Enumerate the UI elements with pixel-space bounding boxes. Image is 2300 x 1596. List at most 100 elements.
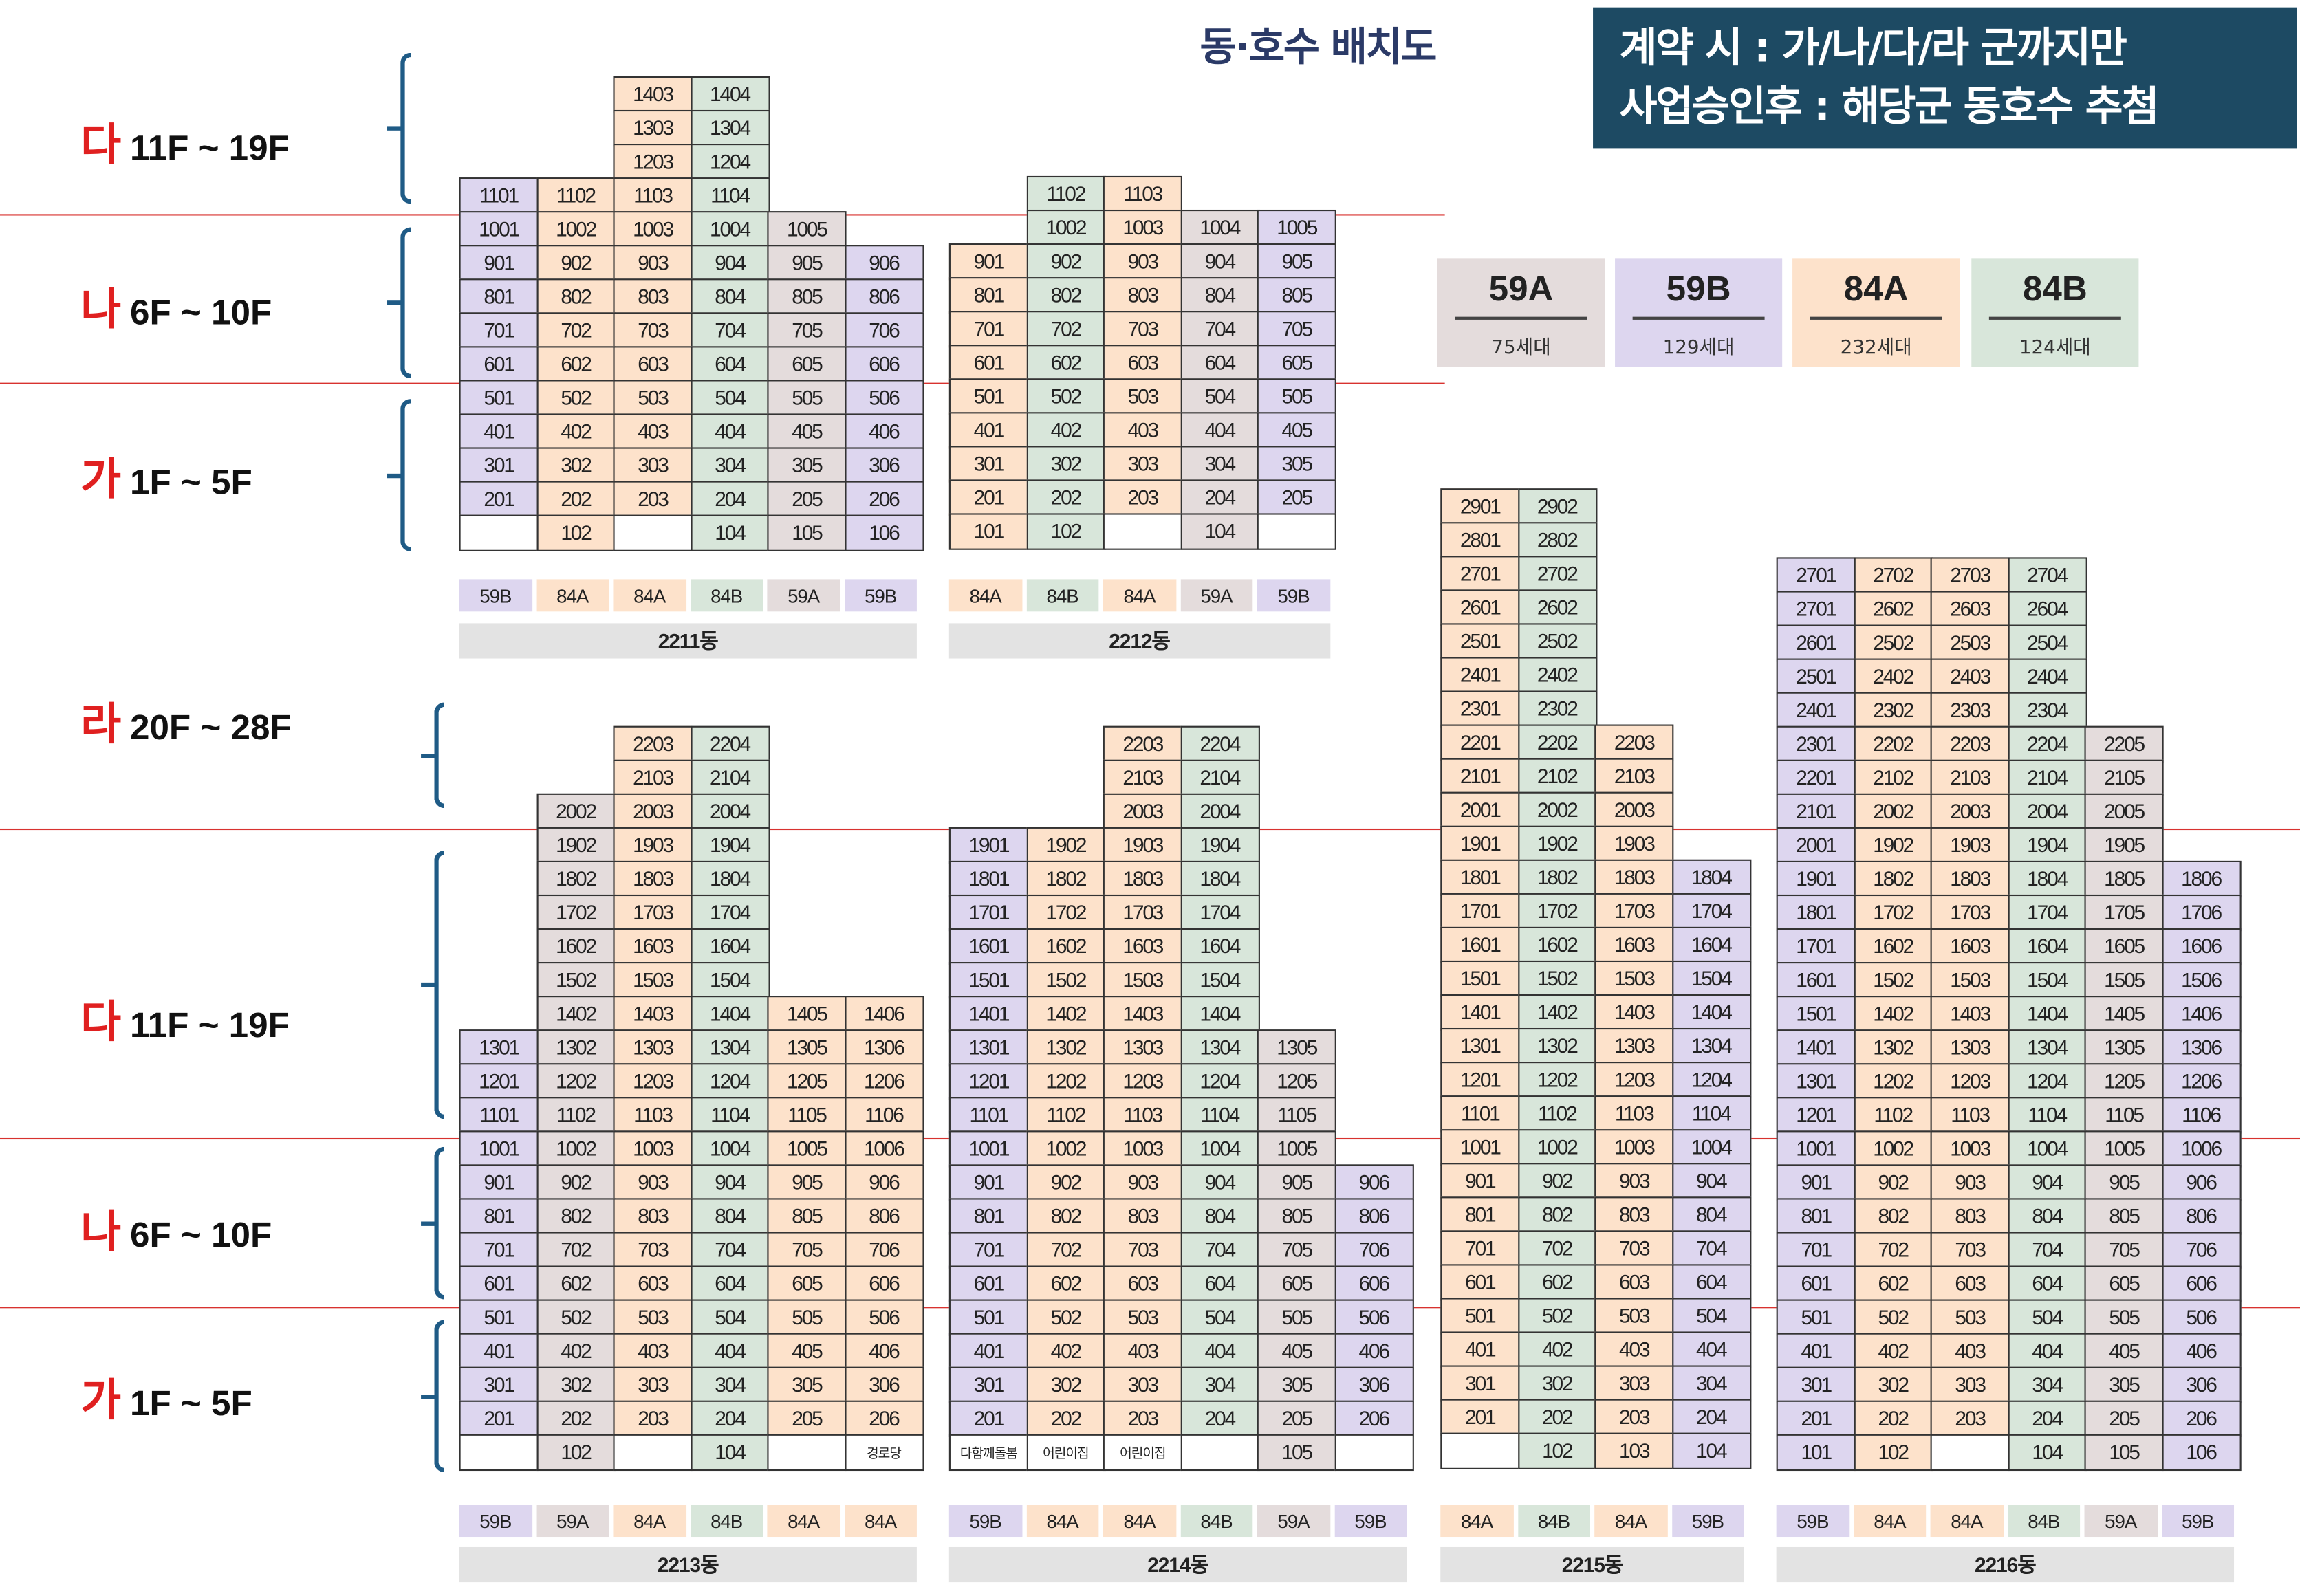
unit-cell: 1504 bbox=[690, 962, 770, 998]
unit-cell: 1702 bbox=[1853, 894, 1933, 931]
unit-cell: 302 bbox=[1026, 1366, 1105, 1403]
unit-type-tag: 59B bbox=[2161, 1505, 2235, 1538]
unit-cell: 304 bbox=[690, 447, 770, 483]
unit-cell: 304 bbox=[1180, 1366, 1259, 1403]
unit-cell: 1502 bbox=[1853, 962, 1933, 998]
unit-cell: 303 bbox=[1930, 1366, 2010, 1403]
unit-cell: 302 bbox=[1517, 1365, 1597, 1401]
unit-cell: 1601 bbox=[1440, 926, 1520, 963]
unit-cell: 1803 bbox=[1594, 859, 1674, 895]
unit-cell: 306 bbox=[1334, 1366, 1413, 1403]
unit-type-tag: 84A bbox=[613, 1505, 686, 1538]
unit-cell: 1603 bbox=[1930, 928, 2010, 965]
unit-cell bbox=[1930, 1434, 2010, 1470]
unit-cell: 305 bbox=[2084, 1366, 2164, 1403]
unit-cell: 2104 bbox=[2007, 759, 2087, 796]
legend-59a: 59A 75세대 bbox=[1437, 258, 1605, 367]
unit-cell: 1002 bbox=[536, 1130, 616, 1167]
unit-cell: 2402 bbox=[1853, 658, 1933, 695]
unit-cell: 102 bbox=[536, 514, 616, 551]
unit-cell: 1902 bbox=[1026, 827, 1105, 864]
unit-cell: 404 bbox=[1180, 1333, 1259, 1369]
unit-cell: 606 bbox=[844, 346, 924, 382]
unit-cell: 203 bbox=[613, 481, 693, 517]
unit-cell: 903 bbox=[1594, 1163, 1674, 1199]
unit-cell: 1006 bbox=[844, 1130, 924, 1167]
unit-type-tag: 59A bbox=[1180, 579, 1253, 612]
unit-cell: 1304 bbox=[1671, 1027, 1751, 1064]
unit-cell: 2301 bbox=[1440, 690, 1520, 727]
unit-type-tag: 59B bbox=[1334, 1505, 1407, 1538]
unit-type-tag: 59A bbox=[767, 579, 840, 612]
unit-cell: 602 bbox=[1026, 1265, 1105, 1302]
unit-cell: 905 bbox=[2084, 1164, 2164, 1201]
unit-cell: 1001 bbox=[459, 1130, 539, 1167]
unit-cell: 705 bbox=[2084, 1232, 2164, 1268]
unit-cell: 803 bbox=[1930, 1198, 2010, 1234]
unit-cell: 301 bbox=[459, 1366, 539, 1403]
unit-type-tag: 59A bbox=[1257, 1505, 1330, 1538]
legend-84b: 84B 124세대 bbox=[1971, 258, 2139, 367]
unit-cell: 501 bbox=[459, 1299, 539, 1335]
unit-cell: 703 bbox=[1103, 311, 1182, 347]
unit-type-tag: 59B bbox=[844, 579, 917, 612]
unit-cell: 2501 bbox=[1776, 658, 1856, 695]
unit-cell: 204 bbox=[1180, 1400, 1259, 1436]
unit-cell: 1201 bbox=[1776, 1097, 1856, 1133]
unit-cell: 1105 bbox=[767, 1097, 847, 1133]
unit-cell: 1105 bbox=[1257, 1097, 1336, 1133]
unit-cell: 1606 bbox=[2161, 928, 2241, 965]
unit-cell: 305 bbox=[1257, 446, 1336, 482]
unit-cell: 2203 bbox=[1930, 725, 2010, 762]
unit-cell: 2202 bbox=[1853, 725, 1933, 762]
unit-cell: 1202 bbox=[1853, 1063, 1933, 1100]
unit-cell: 403 bbox=[613, 413, 693, 450]
unit-cell: 1701 bbox=[1440, 893, 1520, 930]
unit-cell: 2004 bbox=[690, 793, 770, 830]
unit-cell: 1102 bbox=[536, 177, 616, 214]
unit-cell: 901 bbox=[948, 243, 1028, 280]
unit-cell: 1301 bbox=[1776, 1063, 1856, 1100]
unit-cell: 1003 bbox=[613, 1130, 693, 1167]
unit-cell: 1204 bbox=[1671, 1062, 1751, 1098]
unit-cell: 1404 bbox=[1180, 996, 1259, 1032]
zone-group: 가 bbox=[80, 455, 122, 506]
unit-cell: 2601 bbox=[1776, 624, 1856, 661]
unit-cell: 304 bbox=[1671, 1365, 1751, 1401]
unit-cell: 1002 bbox=[1026, 209, 1105, 246]
unit-cell: 1301 bbox=[459, 1029, 539, 1066]
unit-cell: 1904 bbox=[690, 827, 770, 864]
legend-divider bbox=[1988, 316, 2121, 320]
unit-cell: 1503 bbox=[1594, 960, 1674, 997]
unit-cell: 1205 bbox=[1257, 1063, 1336, 1100]
zone-brace bbox=[421, 850, 445, 1119]
unit-cell: 2002 bbox=[1517, 791, 1597, 828]
unit-cell: 1705 bbox=[2084, 894, 2164, 931]
unit-cell: 1802 bbox=[536, 860, 616, 897]
unit-cell: 701 bbox=[1440, 1230, 1520, 1267]
unit-cell: 1504 bbox=[2007, 962, 2087, 998]
unit-cell: 502 bbox=[1026, 1299, 1105, 1335]
unit-cell: 1803 bbox=[1930, 860, 2010, 897]
unit-cell: 502 bbox=[536, 380, 616, 416]
unit-cell: 705 bbox=[767, 1232, 847, 1268]
zone-group: 나 bbox=[80, 1207, 122, 1258]
unit-cell: 904 bbox=[1180, 1164, 1259, 1201]
legend-divider bbox=[1455, 316, 1587, 320]
unit-cell: 302 bbox=[1026, 446, 1105, 482]
unit-cell: 1406 bbox=[2161, 996, 2241, 1032]
unit-cell: 1103 bbox=[1103, 175, 1182, 212]
unit-cell: 2604 bbox=[2007, 591, 2087, 627]
unit-cell: 1405 bbox=[2084, 996, 2164, 1032]
unit-cell: 705 bbox=[767, 312, 847, 349]
unit-cell: 701 bbox=[459, 312, 539, 349]
unit-cell: 306 bbox=[844, 1366, 924, 1403]
unit-cell: 1103 bbox=[1594, 1095, 1674, 1132]
unit-type-tag: 84A bbox=[1103, 1505, 1176, 1538]
unit-cell: 703 bbox=[1930, 1232, 2010, 1268]
unit-cell: 904 bbox=[2007, 1164, 2087, 1201]
unit-cell: 604 bbox=[2007, 1265, 2087, 1302]
unit-cell: 1702 bbox=[1026, 894, 1105, 931]
building-name: 2216동 bbox=[1776, 1546, 2235, 1583]
unit-cell: 201 bbox=[948, 479, 1028, 516]
